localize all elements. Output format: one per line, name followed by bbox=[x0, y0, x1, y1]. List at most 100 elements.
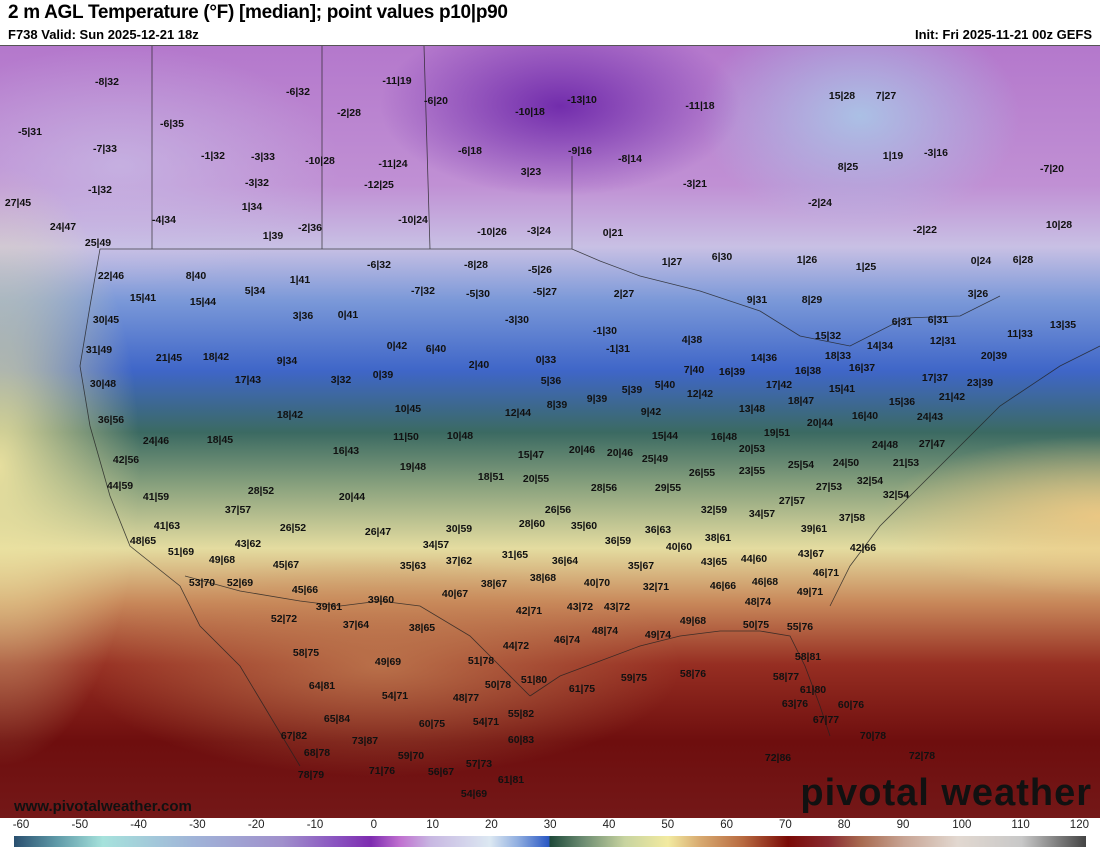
point-value-label: 28|60 bbox=[518, 518, 546, 531]
canada-province-line bbox=[151, 46, 573, 250]
point-value-label: 19|48 bbox=[399, 461, 427, 474]
point-value-label: -5|30 bbox=[466, 288, 490, 301]
point-value-label: 35|60 bbox=[570, 520, 598, 533]
point-value-label: 70|78 bbox=[859, 730, 887, 743]
colorbar-tick-label: 40 bbox=[602, 819, 616, 831]
point-value-label: 56|67 bbox=[427, 766, 455, 779]
point-value-label: 27|53 bbox=[815, 481, 843, 494]
point-value-label: 1|41 bbox=[289, 274, 311, 287]
point-value-label: 38|67 bbox=[480, 578, 508, 591]
point-value-label: -7|33 bbox=[93, 143, 117, 156]
point-value-label: 64|81 bbox=[308, 680, 336, 693]
point-value-label: 1|39 bbox=[262, 230, 284, 243]
point-value-label: 20|44 bbox=[806, 417, 834, 430]
colorbar-tick-label: 100 bbox=[952, 819, 972, 831]
east-coastline bbox=[829, 345, 1100, 607]
colorbar-tick-label: 110 bbox=[1011, 819, 1030, 831]
point-value-label: 37|58 bbox=[838, 512, 866, 525]
point-value-label: 57|73 bbox=[465, 758, 493, 771]
point-value-label: -1|32 bbox=[201, 150, 225, 163]
point-value-label: 36|63 bbox=[644, 524, 672, 537]
point-value-label: 34|57 bbox=[422, 539, 450, 552]
point-value-label: 15|41 bbox=[828, 383, 856, 396]
point-value-label: 24|50 bbox=[832, 457, 860, 470]
point-value-label: 1|34 bbox=[241, 201, 263, 214]
point-value-label: 46|68 bbox=[751, 576, 779, 589]
point-value-label: -8|28 bbox=[464, 259, 488, 272]
point-value-label: -11|19 bbox=[382, 75, 412, 88]
point-value-label: 6|30 bbox=[711, 251, 733, 264]
point-value-label: 15|36 bbox=[888, 396, 916, 409]
point-value-label: 46|74 bbox=[553, 634, 581, 647]
point-value-label: 25|49 bbox=[84, 237, 112, 250]
point-value-label: 19|51 bbox=[763, 427, 791, 440]
colorbar-tick-label: -40 bbox=[130, 819, 147, 831]
point-value-label: 16|38 bbox=[794, 365, 822, 378]
point-value-label: -6|32 bbox=[367, 259, 391, 272]
point-value-label: 58|75 bbox=[292, 647, 320, 660]
point-value-label: 45|66 bbox=[291, 584, 319, 597]
point-value-label: 20|55 bbox=[522, 473, 550, 486]
point-value-label: 55|82 bbox=[507, 708, 535, 721]
point-value-label: 67|77 bbox=[812, 714, 840, 727]
point-value-label: 2|27 bbox=[613, 288, 635, 301]
point-value-label: 9|39 bbox=[586, 393, 608, 406]
point-value-label: 60|75 bbox=[418, 718, 446, 731]
point-value-label: -3|30 bbox=[505, 314, 529, 327]
colorbar-tick-label: 70 bbox=[778, 819, 792, 831]
point-value-label: 63|76 bbox=[781, 698, 809, 711]
point-value-label: 50|78 bbox=[484, 679, 512, 692]
colorbar-tick-label: 120 bbox=[1069, 819, 1089, 831]
point-value-label: 48|74 bbox=[591, 625, 619, 638]
point-value-label: 13|35 bbox=[1049, 319, 1077, 332]
point-value-label: 37|62 bbox=[445, 555, 473, 568]
point-value-label: 54|69 bbox=[460, 788, 488, 801]
point-value-label: 28|52 bbox=[247, 485, 275, 498]
point-value-label: 59|75 bbox=[620, 672, 648, 685]
temperature-map[interactable]: -8|32 -6|32 -11|19 -6|20 -2|28 -10|18 -13|10 -1… bbox=[0, 45, 1100, 819]
point-value-label: 1|25 bbox=[855, 261, 877, 274]
point-value-label: 14|36 bbox=[750, 352, 778, 365]
colorbar-tick-label: -60 bbox=[12, 819, 30, 831]
point-value-label: -1|32 bbox=[88, 184, 112, 197]
point-value-label: 5|40 bbox=[654, 379, 676, 392]
point-value-label: 31|65 bbox=[501, 549, 529, 562]
point-value-label: 40|67 bbox=[441, 588, 469, 601]
point-value-label: 5|36 bbox=[540, 375, 562, 388]
point-value-label: 65|84 bbox=[323, 713, 351, 726]
point-value-label: -10|24 bbox=[398, 214, 428, 227]
point-value-label: 27|57 bbox=[778, 495, 806, 508]
point-value-label: 72|78 bbox=[908, 750, 936, 763]
point-value-label: 24|48 bbox=[871, 439, 899, 452]
point-value-label: 3|32 bbox=[330, 374, 352, 387]
point-value-label: 9|42 bbox=[640, 406, 662, 419]
point-value-label: -6|35 bbox=[160, 118, 184, 131]
point-value-label: -8|32 bbox=[95, 76, 119, 89]
point-value-label: 49|68 bbox=[679, 615, 707, 628]
point-value-label: -10|28 bbox=[305, 155, 335, 168]
point-value-label: 50|75 bbox=[742, 619, 770, 632]
point-value-label: 7|27 bbox=[875, 90, 897, 103]
point-value-label: 38|65 bbox=[408, 622, 436, 635]
pivotal-weather-logo: pivotal weather bbox=[800, 772, 1092, 814]
point-value-label: 54|71 bbox=[381, 690, 409, 703]
point-value-label: 41|59 bbox=[142, 491, 170, 504]
point-value-label: 46|66 bbox=[709, 580, 737, 593]
point-value-label: 36|64 bbox=[551, 555, 579, 568]
point-value-label: -12|25 bbox=[364, 179, 394, 192]
point-value-label: -10|26 bbox=[477, 226, 507, 239]
point-value-label: 1|19 bbox=[882, 150, 904, 163]
point-value-label: 0|33 bbox=[535, 354, 557, 367]
point-value-label: 41|63 bbox=[153, 520, 181, 533]
point-value-label: 21|45 bbox=[155, 352, 183, 365]
point-value-label: 17|37 bbox=[921, 372, 949, 385]
point-value-label: 0|24 bbox=[970, 255, 992, 268]
point-value-label: 42|66 bbox=[849, 542, 877, 555]
point-value-label: -4|34 bbox=[152, 214, 176, 227]
point-value-label: 55|76 bbox=[786, 621, 814, 634]
west-coastline bbox=[79, 248, 301, 767]
point-value-label: 1|27 bbox=[661, 256, 683, 269]
point-value-label: 54|71 bbox=[472, 716, 500, 729]
point-value-label: 18|45 bbox=[206, 434, 234, 447]
point-value-label: 40|70 bbox=[583, 577, 611, 590]
